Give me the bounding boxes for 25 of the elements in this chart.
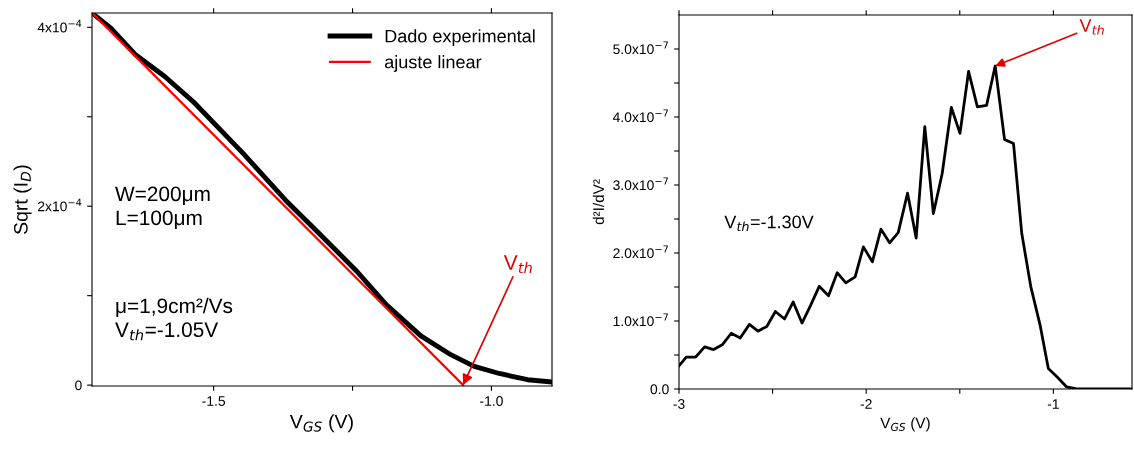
y-tick-label: 3.0x10$^{−7}$ <box>613 177 668 191</box>
annotation: V$_{th}$ <box>503 255 532 274</box>
y-tick-label: 0 <box>75 380 82 391</box>
x-axis-title: V$_{GS}$ (V) <box>880 417 930 432</box>
x-tick-label: -1.5 <box>202 396 226 406</box>
y-tick-label: 4.0x10$^{−7}$ <box>612 109 668 123</box>
annotation: V$_{th}$=-1.30V <box>724 215 814 232</box>
y-tick-label: 2.0x10$^{−7}$ <box>613 245 668 259</box>
annotation: W=200μm L=100μm <box>115 186 210 230</box>
legend-label: Dado experimental <box>385 29 535 47</box>
y-tick-label: 0.0 <box>650 384 669 395</box>
legend-label: ajuste linear <box>384 55 482 72</box>
y-axis-title: d²I/dV² <box>592 179 605 225</box>
x-axis-title: V$_{GS}$ (V) <box>289 414 353 433</box>
y-tick-label: 2x10$^{−4}$ <box>37 198 82 212</box>
y-tick-label: 1.0x10$^{−7}$ <box>613 313 668 327</box>
x-tick-label: -1.0 <box>480 396 503 406</box>
y-axis-title: Sqrt (I$_{D}$) <box>13 165 32 234</box>
x-tick-label: -3 <box>673 399 685 409</box>
y-tick-label: 5.0x10$^{−7}$ <box>613 41 668 55</box>
x-tick-label: -1 <box>1047 399 1059 409</box>
annotation: V$_{th}$ <box>1079 19 1104 35</box>
annotation: μ=1,9cm²/Vs V$_{th}$=-1.05V <box>115 297 233 341</box>
y-tick-label: 4x10$^{−4}$ <box>37 19 82 33</box>
x-tick-label: -2 <box>860 399 872 409</box>
